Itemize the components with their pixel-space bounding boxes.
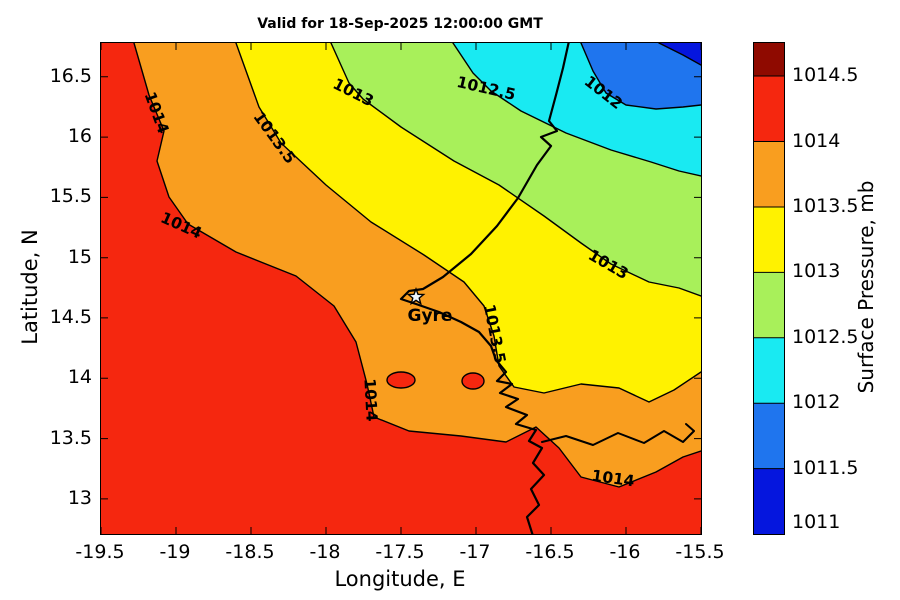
y-tick-label: 15.5 <box>49 185 92 208</box>
colorbar <box>753 42 785 535</box>
closed-1014-cell-west <box>386 371 416 389</box>
colorbar-band-1013 <box>754 207 784 273</box>
closed-1014-cell-east <box>461 372 485 390</box>
gyre-star-icon <box>406 287 426 306</box>
plot-title: Valid for 18-Sep-2025 12:00:00 GMT <box>257 16 543 32</box>
y-axis-label: Latitude, N <box>18 229 42 345</box>
colorbar-band-dividers <box>754 75 784 470</box>
gyre-station-label: Gyre <box>408 306 453 326</box>
y-tick-label: 14.5 <box>49 305 92 328</box>
axis-tick-marks <box>101 43 701 534</box>
x-tick-label: -16 <box>609 541 641 563</box>
coastline-path <box>399 43 570 534</box>
colorbar-svg <box>754 43 784 534</box>
colorbar-band-1011 <box>754 468 784 534</box>
y-tick-label: 14 <box>67 366 92 389</box>
map-plot-area: Gyre 1014 1013.5 1013 1012.5 1012 1014 1… <box>100 42 702 535</box>
colorbar-tick-label: 1011.5 <box>792 456 859 479</box>
colorbar-tick-label: 1011 <box>792 511 841 533</box>
colorbar-axis-label: Surface Pressure, mb <box>854 180 878 394</box>
y-tick-label: 16.5 <box>49 64 92 87</box>
colorbar-tick-label: 1014.5 <box>792 64 859 86</box>
x-tick-label: -17 <box>459 541 491 563</box>
colorbar-band-1011p5 <box>754 403 784 469</box>
colorbar-tick-label: 1012 <box>792 391 841 414</box>
colorbar-band-1014p5 <box>754 43 784 76</box>
y-tick-label: 15 <box>67 245 92 268</box>
x-tick-label: -18 <box>309 541 341 563</box>
river-branch-path <box>541 423 695 446</box>
colorbar-tick-label: 1013 <box>792 260 841 283</box>
x-tick-label: -15.5 <box>675 541 725 563</box>
x-tick-label: -18.5 <box>225 541 275 563</box>
colorbar-tick-label: 1014 <box>792 129 841 152</box>
contour-label-1014-south: 1014 <box>360 378 380 422</box>
x-tick-label: -16.5 <box>525 541 575 563</box>
y-tick-label: 13.5 <box>49 426 92 449</box>
y-tick-label: 16 <box>67 125 92 148</box>
y-tick-label: 13 <box>67 486 92 509</box>
x-axis-label: Longitude, E <box>334 567 466 591</box>
x-tick-label: -19.5 <box>75 541 125 563</box>
colorbar-band-1012p5 <box>754 272 784 338</box>
colorbar-tick-label: 1013.5 <box>792 195 859 217</box>
x-tick-label: -19 <box>159 541 191 563</box>
x-tick-label: -17.5 <box>375 541 425 563</box>
colorbar-band-1013p5 <box>754 141 784 207</box>
contour-label-1014-se: 1014 <box>590 467 635 491</box>
colorbar-band-1014 <box>754 76 784 142</box>
colorbar-band-1012 <box>754 337 784 404</box>
contour-map-svg: Gyre 1014 1013.5 1013 1012.5 1012 1014 1… <box>101 43 701 534</box>
contour-band-1011p5-1012 <box>580 43 701 110</box>
colorbar-tick-label: 1012.5 <box>792 325 859 348</box>
contour-band-1011-1011p5 <box>658 43 701 66</box>
